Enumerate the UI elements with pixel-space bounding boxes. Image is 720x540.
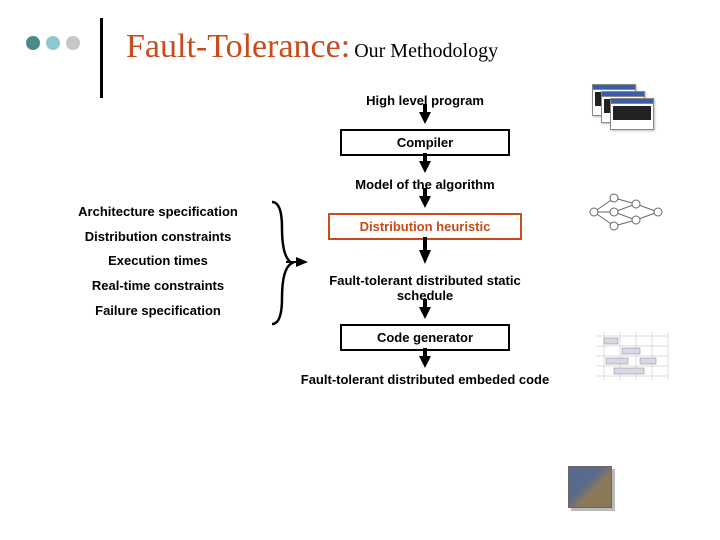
arrow-down-icon bbox=[419, 307, 431, 319]
input-item: Failure specification bbox=[48, 299, 268, 324]
schedule-chart-icon bbox=[592, 330, 672, 384]
arrow-down-icon bbox=[419, 356, 431, 368]
input-item: Execution times bbox=[48, 249, 268, 274]
windows-icon bbox=[592, 84, 654, 132]
arrow-down-icon bbox=[419, 161, 431, 173]
arrow-down-icon bbox=[419, 112, 431, 124]
device-photo-icon bbox=[568, 466, 612, 508]
title-main: Fault-Tolerance: bbox=[126, 28, 350, 65]
input-list: Architecture specificationDistribution c… bbox=[48, 200, 268, 323]
brace-icon bbox=[268, 198, 296, 328]
input-item: Real-time constraints bbox=[48, 274, 268, 299]
flow-label: Fault-tolerant distributed embeded code bbox=[301, 372, 549, 387]
title-divider bbox=[100, 18, 103, 98]
title-bullets bbox=[26, 36, 80, 50]
input-item: Architecture specification bbox=[48, 200, 268, 225]
graph-icon bbox=[584, 190, 670, 234]
arrow-down-icon bbox=[419, 196, 431, 208]
slide-title: Fault-Tolerance: Our Methodology bbox=[126, 28, 498, 66]
input-item: Distribution constraints bbox=[48, 225, 268, 250]
bullet-dot bbox=[66, 36, 80, 50]
flow-box: Compiler bbox=[340, 129, 510, 156]
brace-arrow-icon bbox=[296, 257, 308, 267]
bullet-dot bbox=[26, 36, 40, 50]
bullet-dot bbox=[46, 36, 60, 50]
methodology-flow: High level programCompilerModel of the a… bbox=[300, 92, 550, 388]
arrow-down-icon bbox=[419, 250, 431, 264]
flow-box: Distribution heuristic bbox=[328, 213, 523, 240]
title-sub: Our Methodology bbox=[354, 40, 498, 62]
flow-box: Code generator bbox=[340, 324, 510, 351]
